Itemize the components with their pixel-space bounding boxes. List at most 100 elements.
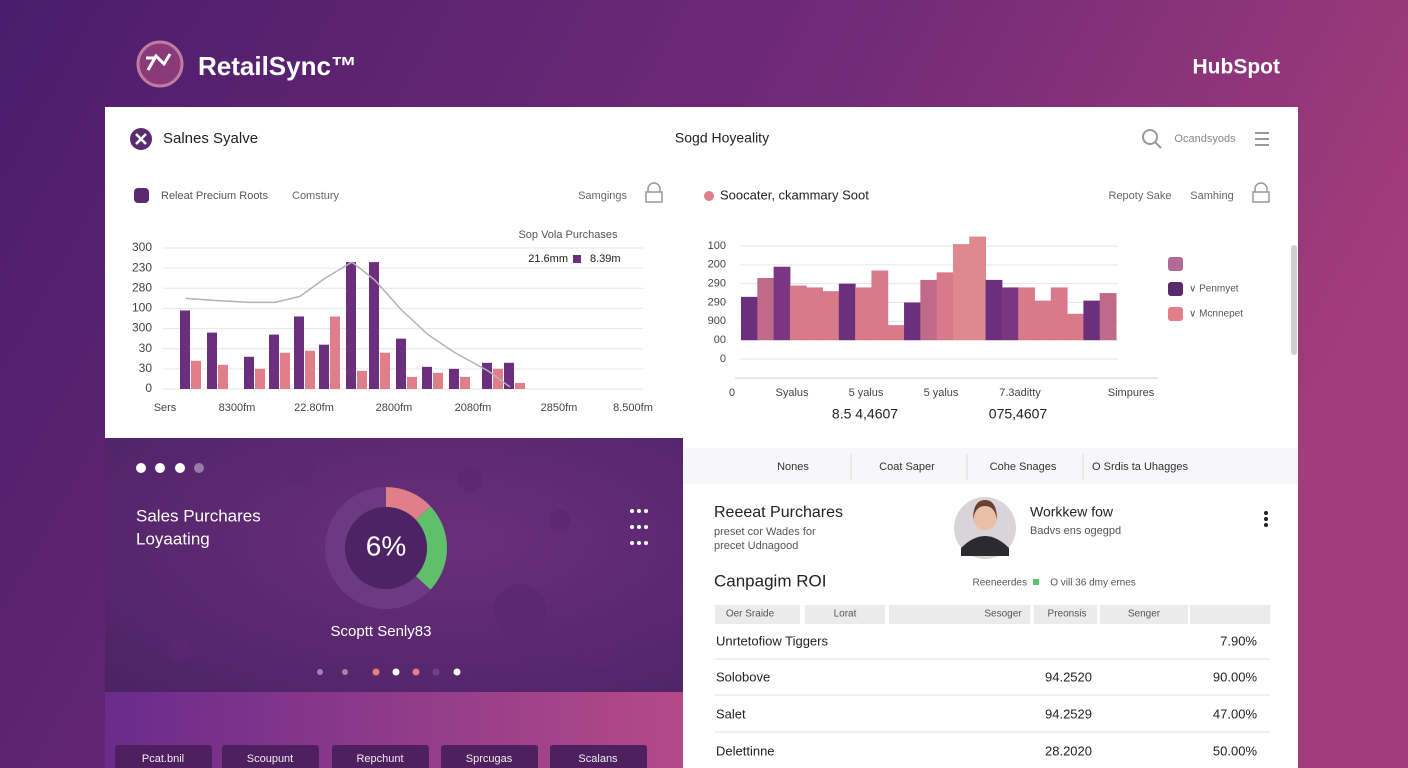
legend-swatch — [1168, 282, 1183, 296]
profile-subtitle: Badvs ens ogegpd — [1030, 525, 1121, 537]
carousel-dots — [136, 463, 204, 473]
button[interactable] — [115, 745, 212, 768]
scrollbar — [1291, 245, 1297, 355]
section-title: Canpagim ROI — [714, 571, 826, 590]
bar — [346, 262, 356, 389]
subtext: precet Udnagood — [714, 540, 798, 552]
more-icon[interactable] — [630, 509, 648, 545]
bar — [180, 310, 190, 389]
button[interactable] — [332, 745, 429, 768]
button[interactable] — [222, 745, 319, 768]
partner: HubSpot — [1193, 56, 1280, 79]
bar — [504, 362, 514, 389]
y-tick-label: 30 — [139, 341, 153, 355]
bar — [319, 344, 329, 389]
button-label: Sprcugas — [466, 753, 513, 765]
y-tick-label: 290 — [708, 296, 726, 308]
card-icon — [134, 188, 149, 203]
x-tick-label: 2080fm — [455, 402, 492, 414]
tab-separators — [850, 454, 1084, 480]
bar — [773, 266, 791, 341]
button-label: Scoupunt — [247, 753, 293, 765]
tab: Coat Saper — [879, 461, 935, 473]
y-tick-label: 230 — [132, 260, 152, 274]
bar — [369, 262, 379, 389]
bar — [822, 291, 840, 341]
y-tick-label: 00 — [714, 334, 726, 346]
header-cell — [1190, 605, 1270, 624]
x-tick-label: Sers — [154, 402, 177, 414]
bar — [396, 338, 406, 389]
column-header: Senger — [1128, 609, 1161, 620]
legend-label: 21.6mm — [528, 253, 568, 265]
lock-icon[interactable] — [645, 182, 663, 203]
x-tick-label: 0 — [729, 387, 735, 399]
bar — [985, 279, 1003, 341]
x-tick-label: 22.80fm — [294, 402, 334, 414]
bar — [969, 236, 987, 341]
row-percent: 50.00% — [1213, 743, 1258, 758]
legend-label: ∨ Penmyet — [1189, 284, 1239, 295]
bar — [244, 356, 254, 389]
button[interactable] — [441, 745, 538, 768]
bar — [806, 287, 824, 341]
bar — [1067, 313, 1084, 341]
bokeh — [168, 456, 618, 668]
bar — [218, 364, 228, 389]
bar — [838, 283, 856, 341]
search-label: Ocandsyods — [1174, 133, 1236, 145]
bar — [1099, 293, 1117, 341]
y-tick-label: 300 — [132, 321, 152, 335]
y-tick-label: 0 — [720, 353, 726, 365]
search-icon[interactable] — [1142, 129, 1158, 145]
row-percent: 47.00% — [1213, 706, 1258, 721]
legend-swatch — [1168, 307, 1183, 321]
row-value: 94.2520 — [1045, 669, 1092, 684]
app-icon-glyph — [135, 133, 147, 145]
promo-title: Loyaating — [136, 529, 210, 548]
button-label: Scalans — [578, 753, 618, 765]
y-tick-label: 200 — [708, 259, 726, 271]
bar — [449, 368, 459, 389]
tab: Nones — [777, 461, 809, 473]
bar — [433, 372, 443, 389]
x-tick-label: Syalus — [775, 387, 809, 399]
bar — [1001, 287, 1019, 341]
right-panel — [683, 438, 1298, 768]
tab: Releat Precium Roots — [161, 190, 268, 202]
menu-icon[interactable] — [1255, 132, 1269, 146]
x-tick-label: 7.3aditty — [999, 387, 1041, 399]
pager-dots — [317, 668, 461, 676]
column-header: Oer Sraide — [726, 609, 775, 620]
legend-title: Sop Vola Purchases — [518, 229, 618, 241]
kebab-icon[interactable] — [1264, 511, 1268, 527]
bar — [855, 287, 872, 341]
bar — [280, 352, 290, 389]
button-label: Pcat.bnil — [142, 753, 184, 765]
x-tick-label: 2850fm — [541, 402, 578, 414]
y-tick-label: 30 — [139, 361, 153, 375]
bar — [1050, 287, 1068, 341]
header-cell — [805, 605, 885, 624]
donut-segment — [415, 506, 448, 590]
card-title: Soocater, ckammary Soot — [720, 187, 869, 202]
button[interactable] — [550, 745, 647, 768]
tab: O Srdis ta Uhagges — [1092, 461, 1188, 473]
header-cell — [715, 605, 800, 624]
y-tick-label: 100 — [708, 240, 726, 252]
page-title: Salnes Syalve — [163, 130, 258, 147]
bar — [1034, 300, 1052, 341]
bar — [920, 279, 938, 341]
search-icon — [1154, 141, 1162, 149]
bar — [269, 334, 279, 389]
legend-swatch — [573, 255, 581, 263]
bar — [757, 278, 775, 341]
lock-icon[interactable] — [1252, 182, 1270, 203]
avatar-body — [961, 536, 1009, 556]
donut-hole — [345, 507, 427, 589]
avatar-hair — [973, 500, 997, 520]
subtext: preset cor Wades for — [714, 526, 816, 538]
donut-segment — [386, 487, 431, 520]
logo — [136, 40, 184, 88]
